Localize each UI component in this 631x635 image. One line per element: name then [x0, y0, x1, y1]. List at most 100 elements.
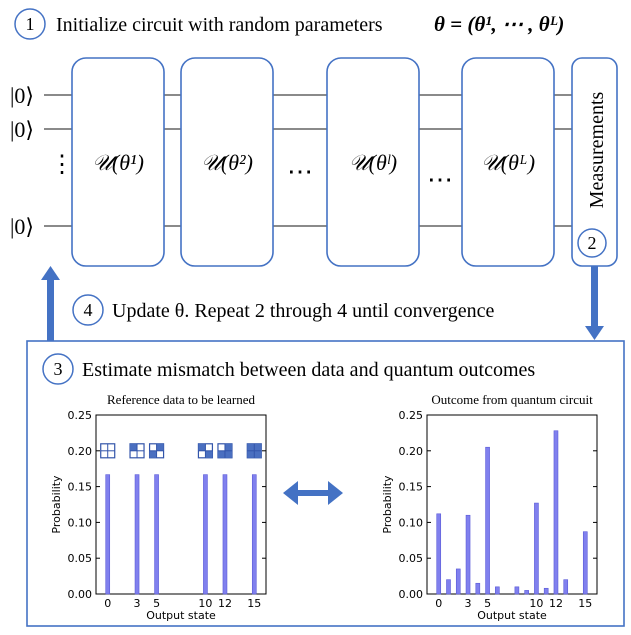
x-tick-label: 10 — [529, 597, 543, 610]
y-tick-label: 0.00 — [68, 588, 93, 601]
reference-data-chart: Reference data to be learned 0.00 0.05 0.10… — [50, 392, 267, 622]
unitary-label-1: 𝒰(θ¹) — [92, 150, 144, 175]
block-labels: 𝒰(θ¹) 𝒰(θ²) 𝒰(θˡ) 𝒰(θᴸ) — [92, 150, 535, 175]
grid-cell-filled — [247, 450, 255, 458]
step3-badge — [42, 353, 74, 385]
bar-state-4 — [475, 582, 481, 595]
chart-title: Outcome from quantum circuit — [431, 392, 593, 407]
state-grid-icon-0 — [100, 443, 116, 459]
step2-badge — [577, 228, 607, 258]
unitary-block-2[interactable] — [180, 57, 274, 267]
step4-badge — [72, 294, 104, 326]
grid-cell-filled — [156, 443, 164, 451]
bar-state-11 — [543, 587, 549, 595]
arrow-up-shaft — [47, 278, 54, 342]
step3-number: 3 — [54, 359, 63, 379]
grid-cell-filled — [224, 443, 232, 451]
grid-cell-filled — [254, 443, 262, 451]
y-tick-label: 0.15 — [399, 481, 424, 494]
measurements-label: Measurements — [586, 91, 608, 208]
y-tick-label: 0.20 — [68, 445, 93, 458]
unitary-label-l: 𝒰(θˡ) — [349, 150, 397, 175]
ket-1: |0⟩ — [10, 117, 34, 142]
step4-number: 4 — [84, 300, 93, 320]
arrow-down-head — [585, 326, 604, 340]
state-grid-icon-5 — [148, 443, 165, 459]
bar-state-2 — [455, 568, 461, 595]
bar-state-6 — [495, 586, 500, 595]
ket-3: |0⟩ — [10, 214, 34, 239]
x-tick-label: 15 — [578, 597, 592, 610]
chart-plot-frame — [426, 414, 598, 595]
bar-state-10 — [203, 474, 208, 595]
flow-arrows — [41, 266, 604, 342]
grid-cell-filled — [217, 450, 225, 458]
ket-dots: ⋮ — [50, 152, 74, 178]
step3-text: Estimate mismatch between data and quant… — [82, 359, 535, 381]
x-axis-label: Output state — [146, 609, 216, 622]
step1-badge — [14, 8, 46, 40]
x-tick-label: 0 — [435, 597, 442, 610]
chart-plot-frame — [95, 414, 267, 595]
bar-state-0 — [436, 513, 442, 595]
x-tick-label: 12 — [549, 597, 563, 610]
grid-cell-filled — [149, 450, 157, 458]
y-axis-label: Probability — [50, 475, 63, 534]
bar-state-9 — [524, 590, 529, 595]
state-grid-icon-12 — [217, 443, 233, 459]
grid-cell-filled — [247, 443, 255, 451]
unitary-block-1[interactable] — [71, 57, 165, 267]
x-axis-label: Output state — [477, 609, 547, 622]
state-grid-icon-3 — [129, 443, 145, 459]
bar-state-3 — [134, 474, 140, 595]
bar-state-5 — [154, 474, 159, 595]
y-tick-label: 0.05 — [399, 552, 424, 565]
grid-cell-filled — [130, 443, 138, 451]
step1-header: 1 Initialize circuit with random paramet… — [14, 8, 564, 40]
input-kets: |0⟩ |0⟩ ⋮ |0⟩ — [10, 83, 74, 239]
step4-header: 4 Update θ. Repeat 2 through 4 until con… — [72, 294, 495, 326]
mismatch-panel — [26, 340, 625, 627]
arrow-down-shaft — [591, 266, 598, 328]
state-grid-icon-10 — [197, 443, 214, 459]
unitary-block-L[interactable] — [461, 57, 555, 267]
unitary-label-2: 𝒰(θ²) — [201, 150, 253, 175]
step1-formula: θ = (θ¹, ⋯ , θᴸ) — [434, 12, 564, 36]
ellipsis-1: ⋯ — [287, 157, 313, 186]
x-tick-label: 10 — [198, 597, 212, 610]
y-tick-label: 0.00 — [399, 588, 424, 601]
grid-cell-filled — [205, 450, 213, 458]
step2-number: 2 — [588, 233, 597, 253]
bar-state-0 — [105, 474, 111, 595]
x-tick-label: 5 — [484, 597, 491, 610]
y-tick-label: 0.10 — [399, 516, 424, 529]
y-tick-label: 0.25 — [68, 409, 93, 422]
bar-state-15 — [251, 474, 257, 595]
bar-state-10 — [534, 502, 539, 595]
grid-cell-filled — [224, 450, 232, 458]
y-axis-label: Probability — [381, 475, 394, 534]
bar-state-13 — [563, 579, 569, 595]
bar-state-8 — [514, 586, 520, 595]
state-grid-icon-15 — [246, 443, 262, 459]
x-tick-label: 15 — [247, 597, 261, 610]
arrow-up-head — [41, 266, 60, 280]
step4-text: Update θ. Repeat 2 through 4 until conve… — [112, 300, 495, 322]
chart-title: Reference data to be learned — [107, 392, 255, 407]
circuit-blocks — [71, 57, 618, 267]
step1-text: Initialize circuit with random parameter… — [56, 14, 383, 36]
y-tick-label: 0.05 — [68, 552, 93, 565]
bar-state-12 — [553, 430, 559, 595]
unitary-block-l[interactable] — [326, 57, 420, 267]
x-tick-label: 5 — [153, 597, 160, 610]
grid-cell-filled — [198, 443, 206, 451]
y-tick-label: 0.15 — [68, 481, 93, 494]
quantum-outcome-chart: Outcome from quantum circuit 0.00 0.05 0.10… — [381, 392, 598, 622]
unitary-label-L: 𝒰(θᴸ) — [481, 150, 535, 175]
bar-state-12 — [222, 474, 228, 595]
bar-state-3 — [465, 514, 471, 595]
step3-header: 3 Estimate mismatch between data and qua… — [42, 353, 535, 385]
x-tick-label: 0 — [104, 597, 111, 610]
block-ellipses: ⋯ ⋯ — [287, 157, 453, 194]
